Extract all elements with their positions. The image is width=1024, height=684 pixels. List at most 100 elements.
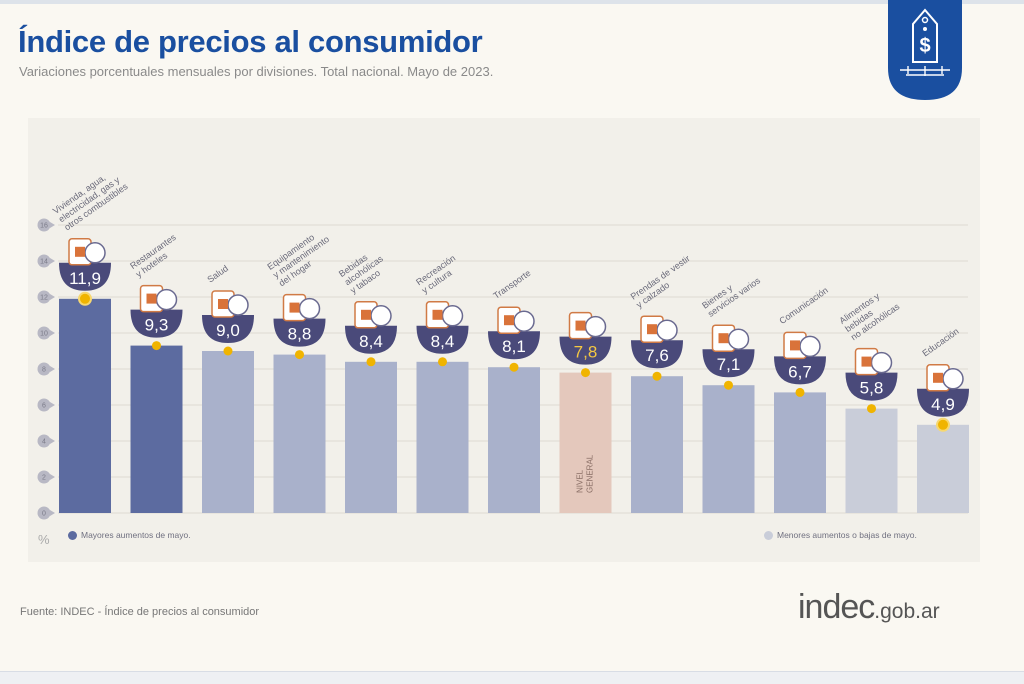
top-border <box>0 0 1024 4</box>
bar-group: 8,4 Bebidasalcohólicasy tabaco <box>337 245 397 513</box>
bar-top-dot <box>724 380 733 390</box>
y-tick-pointer <box>50 438 55 444</box>
category-label-line: Transporte <box>491 268 532 301</box>
bar-top-dot <box>152 341 161 351</box>
bar-top-dot <box>509 362 519 372</box>
legend-swatch-lowest <box>764 530 773 540</box>
value-bowl <box>631 340 683 369</box>
category-label: Equipamientoy mantenimientodel hogar <box>265 226 336 288</box>
bar-group: 9,0 Salud <box>202 263 254 513</box>
y-tick-marker <box>37 434 51 448</box>
bar-group: 6,7 Comunicación <box>774 285 830 513</box>
svg-text:$: $ <box>919 35 930 57</box>
bar-group: 5,8 Alimentos ybebidasno alcohólicas <box>837 285 902 513</box>
bar <box>488 367 540 513</box>
shopping-basket-icon <box>568 311 607 340</box>
category-label-line: Comunicación <box>777 285 829 326</box>
category-label: Recreacióny cultura <box>414 253 463 295</box>
legend-item-lowest: Menores aumentos o bajas de mayo. <box>764 530 917 540</box>
plate-cutlery-icon <box>139 284 178 313</box>
bar <box>416 361 469 513</box>
first-aid-icon <box>211 290 249 318</box>
page-subtitle: Variaciones porcentuales mensuales por d… <box>19 64 494 79</box>
bar-top-dot <box>223 346 233 356</box>
bar <box>702 385 755 513</box>
y-tick-label: 4 <box>42 439 46 446</box>
bar-group: 11,9 Vivienda, agua,electricidad, gas yot… <box>51 172 130 513</box>
category-label: Bienes yservicios varios <box>700 267 762 319</box>
bar-top-dot <box>867 404 876 414</box>
value-bowl <box>130 309 183 338</box>
y-tick: 4 <box>37 434 55 448</box>
value-bowl <box>917 388 969 417</box>
bar-top-dot <box>438 357 447 367</box>
value-label: 8,8 <box>288 325 312 344</box>
category-label: Prendas de vestiry calzado <box>629 253 698 310</box>
y-tick-marker <box>37 326 51 340</box>
value-bowl <box>702 349 755 378</box>
y-tick-label: 2 <box>42 475 46 482</box>
general-bar-label-line: NIVEL <box>576 469 585 493</box>
bar <box>202 351 254 513</box>
wine-bottle-icon <box>354 301 392 329</box>
y-tick-pointer <box>50 366 55 372</box>
value-bowl <box>488 331 540 360</box>
y-tick-pointer <box>50 510 55 516</box>
y-tick-pointer <box>50 330 55 336</box>
y-tick-marker <box>37 254 51 268</box>
bar <box>273 354 326 513</box>
y-tick-label: 6 <box>42 403 46 410</box>
notebook-icon <box>926 364 964 392</box>
value-bowl <box>774 356 826 385</box>
value-label: 9,0 <box>216 321 240 340</box>
category-label: Comunicación <box>777 285 829 326</box>
bar <box>345 361 397 513</box>
bar-group: 8,4 Recreacióny cultura <box>414 253 469 513</box>
category-label: Bebidasalcohólicasy tabaco <box>337 245 391 295</box>
value-label: 8,4 <box>431 332 455 351</box>
value-bowl <box>345 325 397 354</box>
category-label: Educación <box>920 326 960 358</box>
category-label: Alimentos ybebidasno alcohólicas <box>837 285 901 343</box>
bar-top-dot <box>581 368 590 378</box>
value-label: 8,1 <box>502 337 526 356</box>
y-tick: 12 <box>37 290 55 304</box>
legend-item-highest: Mayores aumentos de mayo. <box>68 530 191 540</box>
chart-panel: 0 2 4 6 8 10 12 14 16 11,9 Vivienda, agua,electric… <box>28 118 980 562</box>
bar-group: 4,9 Educación <box>917 326 969 513</box>
value-label: 7,8 <box>574 343 598 362</box>
value-label: 6,7 <box>788 362 812 381</box>
brand-main: indec <box>798 588 875 626</box>
bottom-border <box>0 671 1024 684</box>
bar-group: 8,1 Transporte <box>488 268 540 513</box>
bar <box>559 372 612 513</box>
tshirt-icon <box>640 315 678 343</box>
y-tick-marker <box>37 470 51 484</box>
y-tick: 10 <box>37 326 55 340</box>
bar <box>59 298 111 513</box>
bar <box>845 408 898 513</box>
beach-umbrella-icon <box>425 301 464 329</box>
general-bar-label-line: GENERAL <box>586 454 595 493</box>
washing-machine-icon <box>282 293 321 322</box>
brand-suffix: .gob.ar <box>874 600 940 623</box>
y-tick-pointer <box>50 294 55 300</box>
y-tick: 0 <box>37 506 55 520</box>
value-bowl <box>845 372 898 401</box>
bar-group: 7,1 Bienes yservicios varios <box>700 267 762 513</box>
car-icon <box>497 306 535 334</box>
y-tick-marker <box>37 506 51 520</box>
y-tick: 6 <box>37 398 55 412</box>
y-tick-marker <box>37 218 51 232</box>
y-tick-marker <box>37 290 51 304</box>
price-tag-dollar-icon: $ <box>888 0 962 100</box>
y-tick-label: 14 <box>40 259 48 266</box>
bar-chart: 0 2 4 6 8 10 12 14 16 11,9 Vivienda, agua,electric… <box>37 172 969 520</box>
value-bowl <box>202 315 254 343</box>
bar-top-dot <box>78 291 92 306</box>
value-bowl <box>273 318 326 347</box>
y-tick-pointer <box>50 222 55 228</box>
y-tick: 8 <box>37 362 55 376</box>
y-tick-marker <box>37 362 51 376</box>
legend-label-lowest: Menores aumentos o bajas de mayo. <box>777 530 917 540</box>
